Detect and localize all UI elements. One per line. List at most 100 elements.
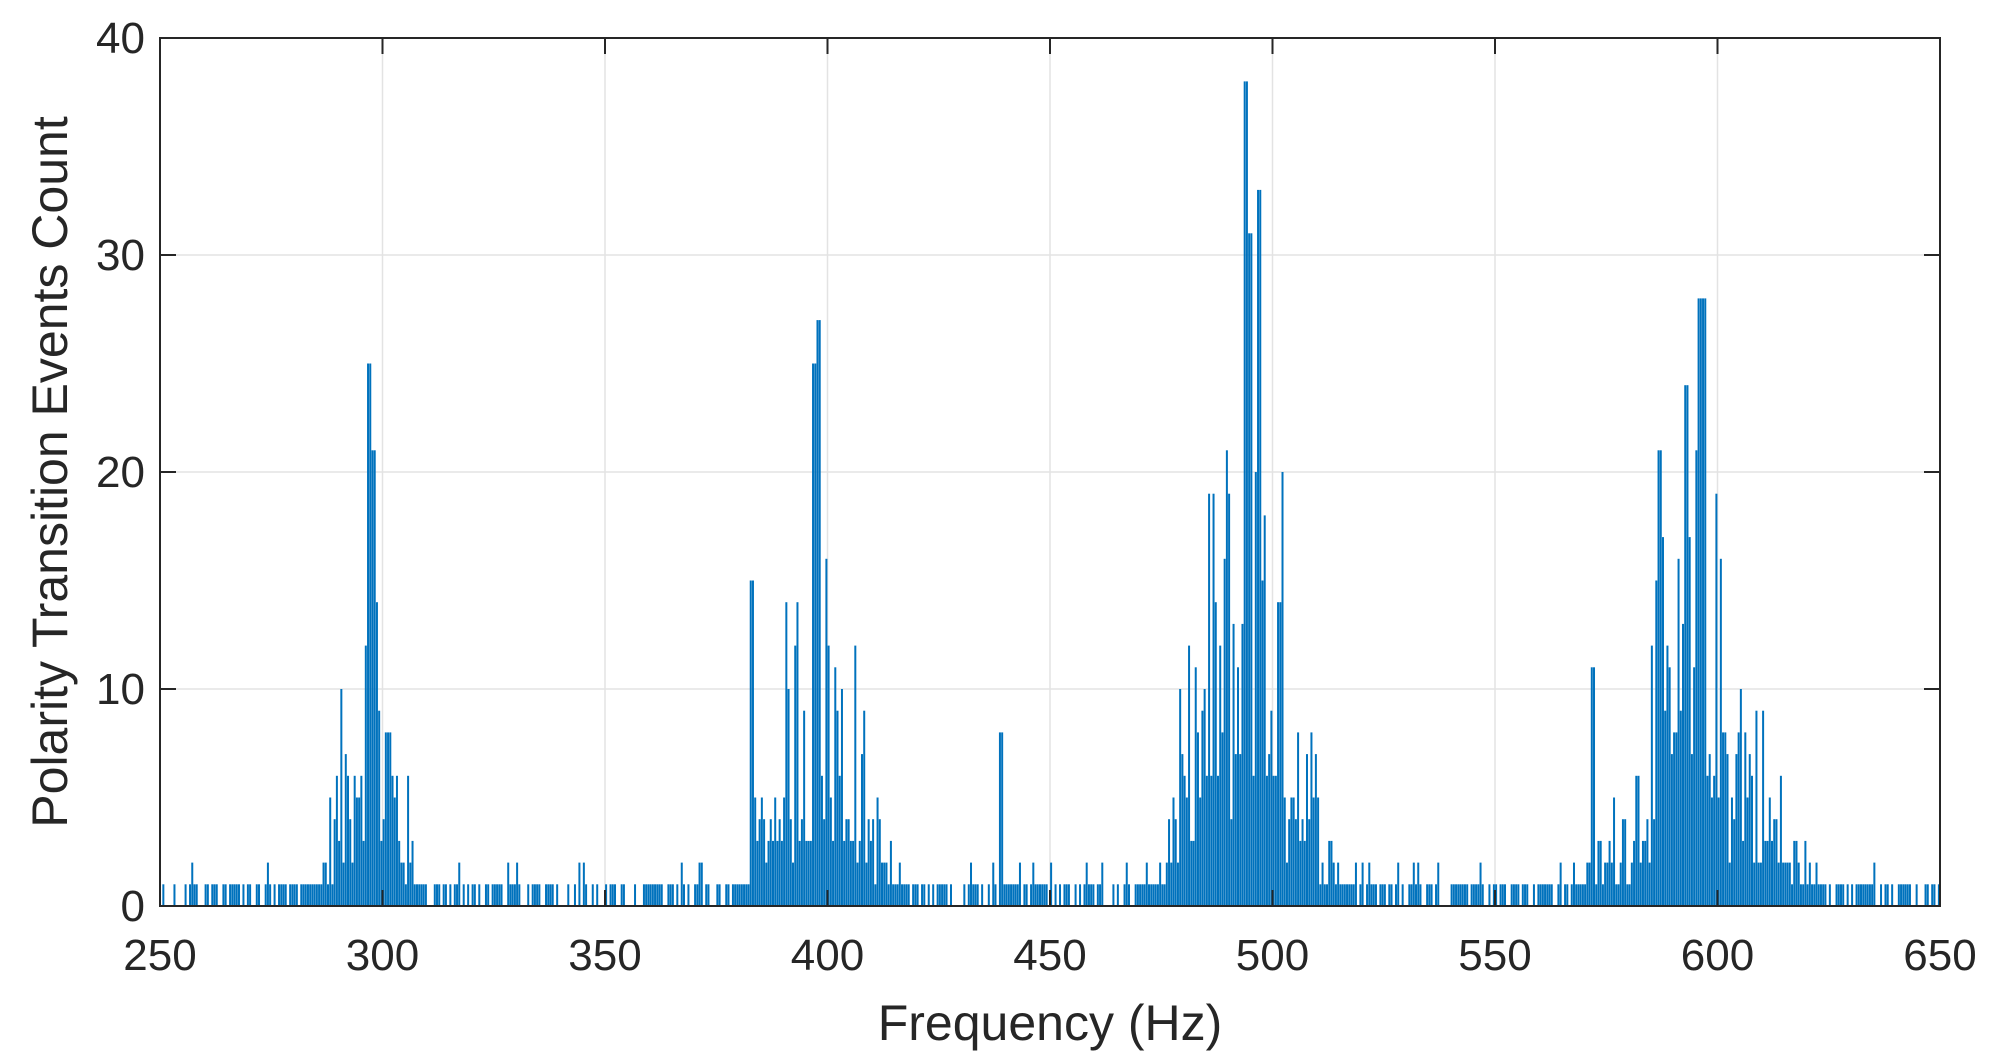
histogram-bar — [756, 840, 759, 906]
histogram-bar — [1588, 862, 1591, 906]
histogram-bar — [1196, 732, 1199, 906]
histogram-bar — [409, 862, 412, 906]
histogram-bar — [705, 884, 708, 906]
histogram-bar — [1808, 862, 1811, 906]
histogram-bar — [622, 884, 625, 906]
histogram-bar — [874, 884, 877, 906]
histogram-bar — [538, 884, 541, 906]
histogram-bar — [654, 884, 657, 906]
histogram-bar — [1248, 233, 1251, 907]
histogram-bar — [362, 840, 365, 906]
histogram-bar — [382, 819, 385, 906]
histogram-bar — [743, 884, 746, 906]
x-tick-label: 350 — [568, 931, 641, 980]
histogram-bar — [360, 775, 363, 906]
histogram-bar — [567, 884, 570, 906]
histogram-bar — [1768, 797, 1771, 906]
histogram-bar — [1101, 862, 1104, 906]
histogram-bar — [836, 710, 839, 906]
histogram-bar — [215, 884, 218, 906]
histogram-bar — [231, 884, 234, 906]
histogram-bar — [1123, 884, 1126, 906]
histogram-bar — [191, 862, 194, 906]
histogram-bar — [1305, 754, 1308, 906]
histogram-bar — [854, 645, 857, 906]
histogram-bar — [1675, 732, 1678, 906]
histogram-bar — [798, 840, 801, 906]
y-tick-label: 10 — [96, 665, 145, 714]
histogram-bar — [1016, 884, 1019, 906]
histogram-bar — [1288, 819, 1291, 906]
histogram-bar — [1599, 840, 1602, 906]
histogram-bar — [573, 884, 576, 906]
histogram-bar — [1190, 840, 1193, 906]
histogram-bar — [300, 884, 303, 906]
histogram-bar — [1461, 884, 1464, 906]
histogram-bar — [393, 797, 396, 906]
histogram-bar — [591, 884, 594, 906]
histogram-bar — [921, 884, 924, 906]
histogram-bar — [1815, 862, 1818, 906]
histogram-bar — [1003, 884, 1006, 906]
histogram-bar — [800, 819, 803, 906]
histogram-bar — [1924, 884, 1927, 906]
histogram-bar — [585, 884, 588, 906]
histogram-bar — [1828, 884, 1831, 906]
histogram-bar — [1001, 732, 1004, 906]
x-tick-label: 500 — [1236, 931, 1309, 980]
histogram-bar — [509, 884, 512, 906]
histogram-bar — [1259, 189, 1262, 906]
histogram-bar — [1479, 862, 1482, 906]
histogram-bar — [1477, 884, 1480, 906]
histogram-bar — [936, 884, 939, 906]
y-axis-title: Polarity Transition Events Count — [22, 116, 78, 828]
histogram-bar — [340, 689, 343, 906]
histogram-bar — [1495, 884, 1498, 906]
histogram-bar — [1666, 645, 1669, 906]
histogram-bar — [222, 884, 225, 906]
histogram-bar — [1343, 884, 1346, 906]
histogram-bar — [1383, 884, 1386, 906]
histogram-bar — [1908, 884, 1911, 906]
histogram-bar — [1668, 667, 1671, 906]
histogram-bar — [941, 884, 944, 906]
histogram-bar — [1742, 840, 1745, 906]
histogram-bar — [516, 862, 519, 906]
histogram-bar — [731, 884, 734, 906]
histogram-bar — [1544, 884, 1547, 906]
histogram-bar — [976, 884, 979, 906]
histogram-bar — [820, 775, 823, 906]
histogram-bar — [1283, 797, 1286, 906]
histogram-bar — [1570, 884, 1573, 906]
histogram-bar — [1012, 884, 1015, 906]
histogram-bar — [1597, 840, 1600, 906]
x-tick-label: 550 — [1458, 931, 1531, 980]
histogram-bar — [449, 884, 452, 906]
histogram-bar — [1308, 819, 1311, 906]
histogram-bar — [309, 884, 312, 906]
histogram-bar — [1154, 884, 1157, 906]
histogram-bar — [912, 884, 915, 906]
histogram-bar — [1337, 862, 1340, 906]
histogram-bar — [344, 754, 347, 906]
histogram-bar — [1515, 884, 1518, 906]
histogram-bar — [1221, 732, 1224, 906]
histogram-bar — [518, 884, 521, 906]
histogram-bar — [1297, 732, 1300, 906]
histogram-bar — [605, 884, 608, 906]
histogram-bar — [1410, 884, 1413, 906]
histogram-bar — [1183, 775, 1186, 906]
histogram-bar — [1639, 862, 1642, 906]
histogram-bar — [1933, 884, 1936, 906]
histogram-bar — [1937, 884, 1940, 906]
histogram-bar — [246, 884, 249, 906]
histogram-bar — [1201, 710, 1204, 906]
histogram-bar — [1134, 884, 1137, 906]
histogram-bar — [1677, 558, 1680, 906]
histogram-bar — [1931, 884, 1934, 906]
histogram-bar — [1452, 884, 1455, 906]
histogram-bar — [1744, 732, 1747, 906]
histogram-bar — [916, 884, 919, 906]
histogram-bar — [771, 840, 774, 906]
